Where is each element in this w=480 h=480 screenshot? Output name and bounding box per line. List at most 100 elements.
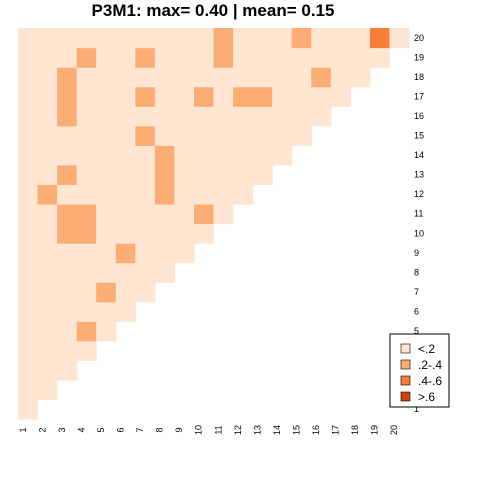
y-tick-label: 1 bbox=[414, 404, 419, 414]
heatmap-cell bbox=[193, 67, 215, 88]
heatmap-cell bbox=[37, 360, 58, 381]
heatmap-cell bbox=[96, 223, 117, 244]
heatmap-cell bbox=[369, 28, 391, 49]
heatmap-cell bbox=[291, 47, 312, 68]
y-tick-label: 8 bbox=[414, 267, 419, 277]
heatmap-cell bbox=[213, 184, 234, 205]
heatmap-cell bbox=[193, 145, 215, 166]
y-tick-label: 19 bbox=[414, 52, 424, 62]
heatmap-cell bbox=[154, 125, 175, 146]
heatmap-cell bbox=[96, 125, 117, 146]
heatmap-cell bbox=[291, 86, 312, 107]
heatmap-cell bbox=[96, 47, 117, 68]
heatmap-cells bbox=[18, 28, 410, 420]
heatmap-cell bbox=[115, 203, 136, 225]
heatmap-cell bbox=[96, 184, 117, 205]
heatmap-cell bbox=[76, 86, 97, 107]
heatmap-cell bbox=[272, 125, 293, 146]
heatmap-cell bbox=[18, 379, 39, 401]
heatmap-cell bbox=[272, 67, 293, 88]
y-tick-label: 11 bbox=[414, 209, 423, 219]
heatmap-cell bbox=[18, 86, 39, 107]
heatmap-cell bbox=[154, 145, 175, 166]
heatmap-cell bbox=[37, 106, 58, 127]
heatmap-cell bbox=[96, 145, 117, 166]
legend-swatch-04-06 bbox=[400, 375, 411, 386]
heatmap-cell bbox=[115, 125, 136, 146]
heatmap-cell bbox=[37, 301, 58, 322]
heatmap-cell bbox=[330, 47, 351, 68]
heatmap-cell bbox=[233, 28, 254, 49]
y-tick-label: 6 bbox=[414, 306, 419, 316]
heatmap-cell bbox=[154, 28, 175, 49]
heatmap-cell bbox=[252, 106, 273, 127]
heatmap-cell bbox=[57, 223, 78, 244]
heatmap-cell bbox=[193, 203, 215, 225]
heatmap-cell bbox=[154, 184, 175, 205]
heatmap-cell bbox=[174, 28, 195, 49]
heatmap-cell bbox=[174, 184, 195, 205]
heatmap-cell bbox=[57, 321, 78, 342]
heatmap-cell bbox=[154, 243, 175, 264]
heatmap-cell bbox=[76, 282, 97, 303]
heatmap-cell bbox=[57, 243, 78, 264]
heatmap-cell bbox=[18, 340, 39, 361]
heatmap-cell bbox=[174, 106, 195, 127]
heatmap-cell bbox=[115, 86, 136, 107]
heatmap-cell bbox=[76, 243, 97, 264]
heatmap-cell bbox=[154, 262, 175, 283]
y-tick-label: 20 bbox=[414, 33, 424, 43]
heatmap-cell bbox=[135, 125, 156, 146]
x-tick-label: 11 bbox=[213, 425, 223, 434]
heatmap-cell bbox=[174, 164, 195, 185]
legend-label-gt-06: >.6 bbox=[418, 390, 435, 404]
heatmap-cell bbox=[369, 47, 391, 68]
heatmap-cell bbox=[233, 164, 254, 185]
heatmap-cell bbox=[57, 47, 78, 68]
heatmap-cell bbox=[233, 67, 254, 88]
heatmap-cell bbox=[57, 164, 78, 185]
legend: <.2 .2-.4 .4-.6 >.6 bbox=[389, 333, 450, 408]
heatmap-cell bbox=[193, 47, 215, 68]
x-tick-label: 13 bbox=[252, 425, 262, 435]
heatmap-cell bbox=[233, 106, 254, 127]
heatmap-cell bbox=[252, 28, 273, 49]
heatmap-cell bbox=[18, 164, 39, 185]
heatmap-cell bbox=[18, 184, 39, 205]
heatmap-cell bbox=[18, 145, 39, 166]
heatmap-cell bbox=[389, 28, 410, 49]
y-tick-label: 9 bbox=[414, 248, 419, 258]
heatmap-cell bbox=[76, 125, 97, 146]
heatmap-cell bbox=[154, 86, 175, 107]
heatmap-cell bbox=[291, 28, 312, 49]
heatmap-cell bbox=[96, 106, 117, 127]
heatmap-cell bbox=[37, 47, 58, 68]
heatmap-cell bbox=[330, 28, 351, 49]
heatmap-cell bbox=[174, 203, 195, 225]
y-tick-label: 15 bbox=[414, 131, 424, 141]
heatmap-cell bbox=[213, 28, 234, 49]
heatmap-cell bbox=[174, 125, 195, 146]
heatmap-cell bbox=[193, 106, 215, 127]
heatmap-cell bbox=[57, 145, 78, 166]
heatmap-cell bbox=[115, 28, 136, 49]
x-tick-label: 17 bbox=[331, 425, 341, 435]
heatmap-cell bbox=[37, 282, 58, 303]
heatmap-cell bbox=[154, 164, 175, 185]
x-tick-label: 18 bbox=[350, 425, 360, 435]
legend-label-02-04: .2-.4 bbox=[418, 358, 442, 372]
heatmap-cell bbox=[57, 340, 78, 361]
heatmap-cell bbox=[350, 47, 371, 68]
heatmap-cell bbox=[135, 28, 156, 49]
x-axis-ticks: 1 2 3 4 5 6 7 8 9 10 11 12 13 14 15 16 17 18 19 20 bbox=[18, 425, 399, 435]
heatmap-cell bbox=[115, 223, 136, 244]
heatmap-cell bbox=[76, 301, 97, 322]
heatmap-cell bbox=[76, 47, 97, 68]
heatmap-cell bbox=[252, 67, 273, 88]
y-tick-label: 13 bbox=[414, 170, 424, 180]
heatmap-cell bbox=[135, 184, 156, 205]
heatmap-cell bbox=[154, 223, 175, 244]
heatmap-cell bbox=[96, 301, 117, 322]
x-tick-label: 7 bbox=[135, 427, 145, 432]
heatmap-cell bbox=[272, 145, 293, 166]
